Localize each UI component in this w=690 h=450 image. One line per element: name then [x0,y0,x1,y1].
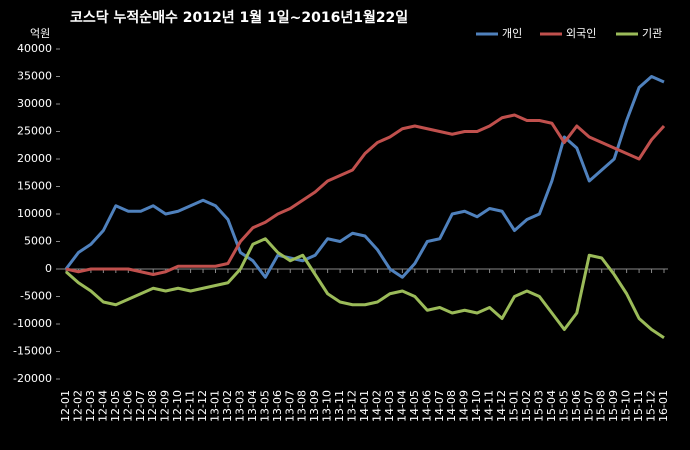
legend-label: 기관 [642,27,662,40]
x-tick-label: 13-12 [346,390,359,422]
x-tick-label: 13-10 [321,390,334,422]
x-tick-label: 14-02 [370,390,383,422]
series-line [65,113,666,276]
x-tick-label: 12-09 [159,390,172,422]
x-tick-label: 15-08 [595,390,608,422]
y-tick-label: -20000 [13,372,52,385]
x-tick-label: 16-01 [657,390,670,422]
x-tick-label: 12-06 [121,390,134,422]
x-tick-label: 14-06 [420,390,433,422]
y-tick-label: 5000 [24,235,52,248]
x-tick-label: 15-11 [632,390,645,422]
x-tick-label: 12-04 [96,390,109,422]
y-tick-label: 40000 [17,42,52,55]
x-tick-label: 12-02 [71,390,84,422]
y-tick-label: 10000 [17,207,52,220]
y-axis-label: 억원 [30,27,50,40]
x-tick-label: 14-08 [445,390,458,422]
x-tick-label: 15-04 [545,390,558,422]
x-tick-label: 12-07 [134,390,147,422]
x-tick-label: 15-05 [557,390,570,422]
x-tick-label: 13-03 [233,390,246,422]
x-tick-label: 15-07 [582,390,595,422]
x-tick-label: 12-12 [196,390,209,422]
x-tick-label: 13-02 [221,390,234,422]
x-tick-label: 12-10 [171,390,184,422]
x-tick-label: 15-03 [532,390,545,422]
chart-title: 코스닥 누적순매수 2012년 1월 1일~2016년1월22일 [70,9,408,26]
series-line [64,75,665,279]
x-tick-label: 13-11 [333,390,346,422]
x-tick-label: 12-08 [146,390,159,422]
x-tick-label: 12-01 [59,390,72,422]
x-tick-label: 15-01 [508,390,521,422]
x-tick-label: 13-04 [246,390,259,422]
series-line [65,237,665,340]
x-tick-label: 12-03 [84,390,97,422]
x-tick-label: 13-01 [209,390,222,422]
x-tick-label: 14-07 [433,390,446,422]
y-tick-label: 15000 [17,180,52,193]
legend-label: 개인 [502,27,522,40]
x-tick-label: 14-11 [483,390,496,422]
x-tick-label: 14-01 [358,390,371,422]
x-tick-label: 15-02 [520,390,533,422]
y-tick-label: 25000 [17,125,52,138]
y-tick-label: -5000 [20,290,52,303]
x-tick-label: 13-06 [271,390,284,422]
x-tick-label: 15-12 [645,390,658,422]
x-tick-label: 13-05 [258,390,271,422]
x-tick-label: 15-09 [607,390,620,422]
legend-label: 외국인 [566,27,596,40]
x-tick-label: 15-10 [620,390,633,422]
y-tick-label: 35000 [17,70,52,83]
y-tick-label: 20000 [17,152,52,165]
x-tick-label: 14-12 [495,390,508,422]
y-tick-label: 0 [45,262,52,275]
y-tick-label: -10000 [13,317,52,330]
y-tick-label: 30000 [17,97,52,110]
x-tick-label: 14-03 [383,390,396,422]
y-tick-label: -15000 [13,345,52,358]
x-tick-label: 14-05 [408,390,421,422]
x-tick-label: 13-08 [296,390,309,422]
x-tick-label: 12-11 [184,390,197,422]
x-tick-label: 14-10 [470,390,483,422]
x-tick-label: 14-09 [458,390,471,422]
x-tick-label: 14-04 [395,390,408,422]
x-tick-label: 12-05 [109,390,122,422]
x-tick-label: 13-09 [308,390,321,422]
x-tick-label: 15-06 [570,390,583,422]
x-tick-label: 13-07 [283,390,296,422]
